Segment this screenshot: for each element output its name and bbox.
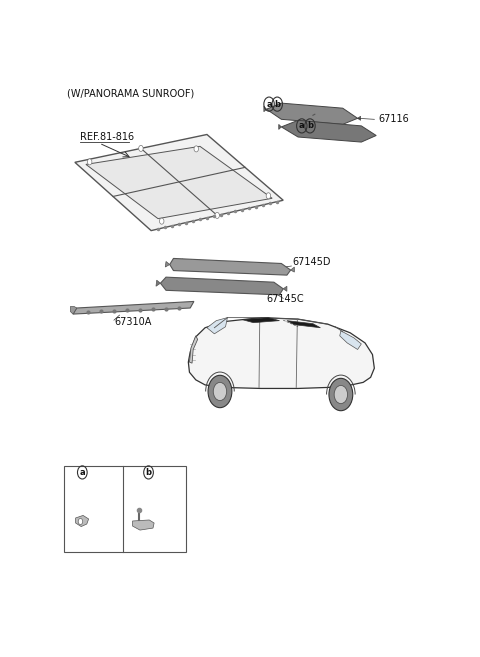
Polygon shape (75, 135, 283, 231)
Polygon shape (76, 516, 89, 526)
Polygon shape (264, 106, 266, 112)
Text: 67145D: 67145D (292, 258, 331, 267)
Polygon shape (132, 520, 154, 530)
Polygon shape (190, 336, 198, 363)
Text: b: b (307, 122, 313, 130)
Polygon shape (188, 317, 374, 388)
Text: 67116: 67116 (378, 114, 409, 124)
Circle shape (87, 159, 92, 165)
Polygon shape (197, 334, 202, 340)
Text: a: a (266, 100, 272, 108)
Polygon shape (160, 277, 283, 295)
Polygon shape (340, 330, 361, 350)
Circle shape (334, 386, 348, 403)
Text: (W/PANORAMA SUNROOF): (W/PANORAMA SUNROOF) (67, 89, 195, 99)
Polygon shape (71, 306, 77, 314)
Circle shape (159, 218, 164, 224)
Text: b: b (145, 468, 152, 477)
Text: a: a (80, 468, 85, 477)
Text: REF.81-816: REF.81-816 (81, 132, 134, 142)
Circle shape (194, 146, 199, 152)
Circle shape (78, 518, 83, 524)
Polygon shape (242, 317, 279, 323)
Polygon shape (358, 116, 360, 120)
Polygon shape (86, 147, 272, 219)
Polygon shape (156, 280, 160, 286)
Polygon shape (73, 302, 194, 314)
Polygon shape (287, 321, 321, 328)
Text: b: b (274, 100, 280, 108)
Polygon shape (266, 103, 358, 124)
Circle shape (215, 212, 219, 219)
Circle shape (213, 382, 227, 401)
Circle shape (208, 375, 232, 407)
Circle shape (266, 193, 271, 199)
Text: 67310A: 67310A (114, 317, 151, 327)
Polygon shape (170, 258, 290, 275)
Polygon shape (283, 286, 287, 291)
Text: 67346L
67356R: 67346L 67356R (131, 484, 166, 504)
FancyBboxPatch shape (64, 466, 186, 552)
Text: 67343
67353: 67343 67353 (68, 484, 96, 504)
Circle shape (329, 378, 353, 411)
Circle shape (139, 145, 143, 151)
Polygon shape (290, 267, 294, 272)
Polygon shape (165, 261, 170, 267)
Polygon shape (207, 317, 228, 334)
Polygon shape (279, 124, 281, 129)
Polygon shape (281, 120, 376, 142)
Text: 67145C: 67145C (266, 294, 304, 304)
Text: a: a (299, 122, 305, 130)
